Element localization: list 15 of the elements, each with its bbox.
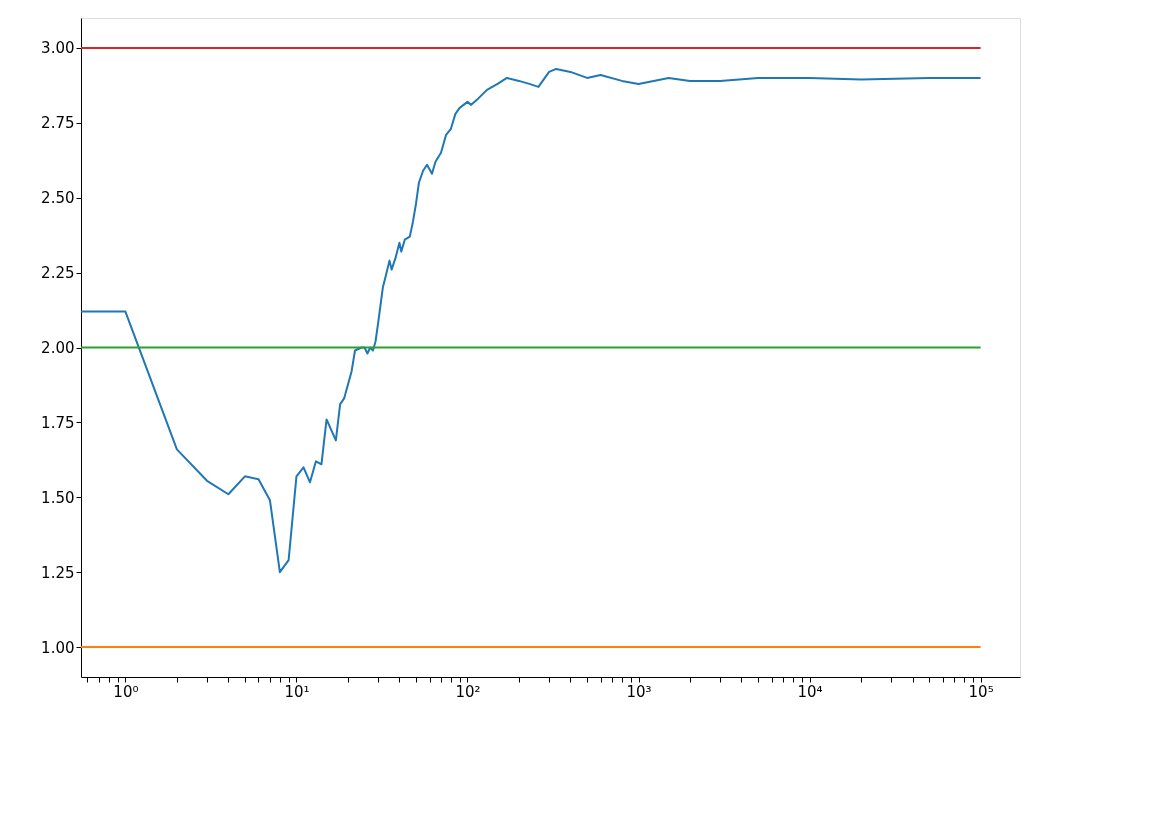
y-tick-label: 2.25 [41, 264, 75, 283]
x-tick-label: 10⁵ [968, 682, 994, 701]
y-tick-label: 3.00 [41, 39, 75, 58]
x-tick-label: 10⁰ [113, 682, 139, 701]
x-tick-label: 10¹ [284, 682, 310, 701]
y-tick-label: 2.50 [41, 189, 75, 208]
x-tick-label: 10² [455, 682, 481, 701]
y-tick-label: 1.50 [41, 488, 75, 507]
y-tick-label: 1.75 [41, 413, 75, 432]
y-tick-label: 2.75 [41, 114, 75, 133]
x-tick-label: 10³ [626, 682, 652, 701]
y-tick-label: 2.00 [41, 339, 75, 357]
y-tick-label: 1.00 [41, 638, 75, 657]
x-tick-label: 10⁴ [797, 682, 823, 701]
y-tick-label: 1.25 [41, 563, 75, 582]
